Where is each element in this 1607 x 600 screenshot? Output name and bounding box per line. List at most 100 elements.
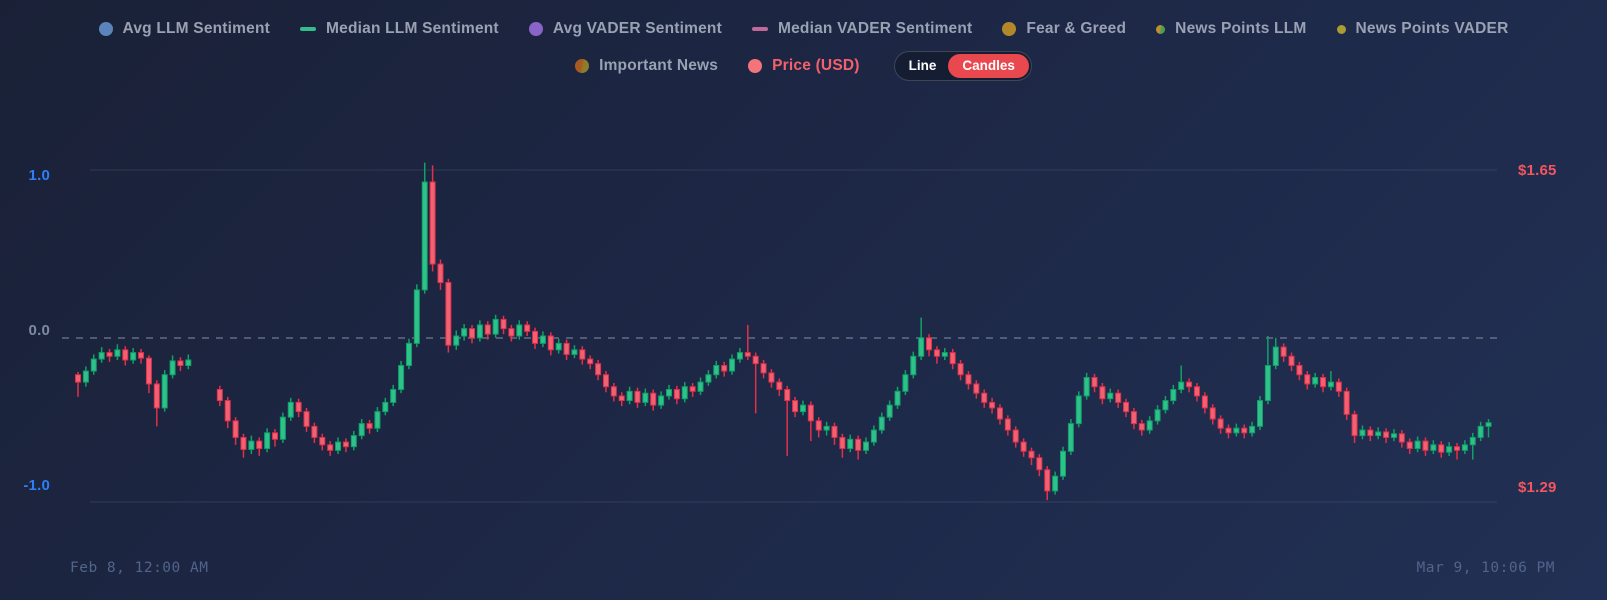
candle-body bbox=[705, 374, 712, 383]
legend-item-median-llm-sentiment[interactable]: Median LLM Sentiment bbox=[300, 20, 499, 38]
candle bbox=[516, 320, 523, 340]
candle bbox=[153, 380, 160, 427]
candle-body bbox=[910, 355, 917, 376]
legend-item-news-points-vader[interactable]: News Points VADER bbox=[1336, 20, 1509, 38]
candle bbox=[1075, 391, 1082, 428]
candle bbox=[1067, 419, 1074, 455]
candle bbox=[878, 412, 885, 434]
candle-body bbox=[973, 383, 980, 394]
candle bbox=[279, 412, 286, 443]
candle-body bbox=[1383, 431, 1390, 438]
candle-body bbox=[311, 425, 318, 438]
line-toggle-button[interactable]: Line bbox=[897, 54, 949, 78]
candle-body bbox=[1461, 444, 1468, 451]
candle-body bbox=[1075, 395, 1082, 425]
legend-item-important-news[interactable]: Important News bbox=[575, 57, 718, 75]
candle-body bbox=[122, 349, 129, 361]
legend-item-median-vader-sentiment[interactable]: Median VADER Sentiment bbox=[751, 20, 972, 38]
candle bbox=[429, 165, 436, 272]
candle bbox=[618, 392, 625, 407]
candle-body bbox=[1067, 423, 1074, 452]
candle bbox=[98, 347, 105, 363]
candle bbox=[863, 437, 869, 455]
candle bbox=[1170, 384, 1177, 405]
candle bbox=[500, 315, 507, 335]
candle bbox=[1414, 436, 1421, 453]
candle bbox=[965, 371, 972, 390]
candle bbox=[855, 435, 862, 460]
candle bbox=[697, 377, 704, 396]
candle-body bbox=[169, 360, 176, 376]
candle bbox=[303, 407, 310, 432]
candle bbox=[996, 404, 1003, 425]
candle-body bbox=[398, 365, 405, 390]
candle-body bbox=[1414, 440, 1421, 450]
candle bbox=[705, 370, 712, 386]
candle bbox=[650, 389, 657, 411]
candle-body bbox=[965, 374, 972, 385]
legend-item-news-points-llm[interactable]: News Points LLM bbox=[1156, 20, 1306, 38]
candle bbox=[642, 388, 649, 407]
candle bbox=[1312, 372, 1319, 388]
legend-item-fear-greed[interactable]: Fear & Greed bbox=[1002, 20, 1126, 38]
candle bbox=[224, 396, 231, 429]
candle bbox=[264, 428, 271, 453]
candle bbox=[106, 348, 113, 362]
candle-body bbox=[256, 440, 263, 450]
candle-body bbox=[405, 342, 412, 367]
candle bbox=[1461, 440, 1468, 455]
candle-body bbox=[232, 420, 239, 438]
candle bbox=[1446, 442, 1453, 456]
legend-item-avg-vader-sentiment[interactable]: Avg VADER Sentiment bbox=[528, 20, 722, 38]
legend-item-price-usd[interactable]: Price (USD) bbox=[748, 57, 859, 75]
candle-body bbox=[1454, 446, 1460, 451]
candle bbox=[1438, 441, 1445, 458]
candle bbox=[1217, 415, 1224, 434]
candle bbox=[1406, 438, 1413, 455]
candle-body bbox=[1375, 431, 1382, 437]
candle-body bbox=[335, 441, 342, 451]
candle bbox=[145, 355, 152, 394]
candle bbox=[1296, 361, 1303, 381]
candle bbox=[1375, 427, 1382, 440]
candle bbox=[445, 278, 452, 353]
candle bbox=[382, 397, 389, 416]
candle bbox=[555, 338, 562, 354]
candle bbox=[248, 435, 255, 455]
candle bbox=[587, 355, 594, 370]
candle-body bbox=[1130, 411, 1137, 425]
candle-body bbox=[295, 401, 302, 413]
candle bbox=[405, 338, 412, 370]
candle-body bbox=[1162, 400, 1169, 411]
chart-style-toggle[interactable]: Line Candles bbox=[893, 51, 1032, 81]
fear-greed-marker-icon bbox=[1002, 22, 1017, 36]
candle-body bbox=[729, 358, 736, 372]
candle-body bbox=[1004, 418, 1011, 431]
candle-body bbox=[823, 425, 830, 431]
candle bbox=[1469, 432, 1476, 460]
candle bbox=[437, 259, 444, 290]
candle-body bbox=[563, 342, 570, 355]
candle bbox=[122, 346, 129, 366]
candle bbox=[90, 354, 97, 375]
legend-label: Fear & Greed bbox=[1026, 20, 1127, 37]
candle-body bbox=[524, 324, 531, 332]
candle bbox=[571, 345, 578, 359]
candle bbox=[973, 380, 980, 399]
candle-body bbox=[350, 435, 357, 448]
candle bbox=[185, 354, 192, 370]
candle-body bbox=[1249, 425, 1256, 434]
candle-body bbox=[82, 370, 89, 383]
candle-body bbox=[1138, 423, 1145, 431]
candle bbox=[839, 433, 846, 458]
candle-body bbox=[587, 358, 594, 365]
candle-body bbox=[784, 388, 791, 402]
candle-body bbox=[666, 388, 672, 397]
legend-item-avg-llm-sentiment[interactable]: Avg LLM Sentiment bbox=[98, 20, 271, 38]
candle-body bbox=[98, 352, 105, 360]
candles-toggle-button[interactable]: Candles bbox=[948, 54, 1029, 78]
candle-body bbox=[1485, 422, 1492, 427]
candle-body bbox=[886, 404, 893, 418]
candle bbox=[524, 321, 531, 336]
